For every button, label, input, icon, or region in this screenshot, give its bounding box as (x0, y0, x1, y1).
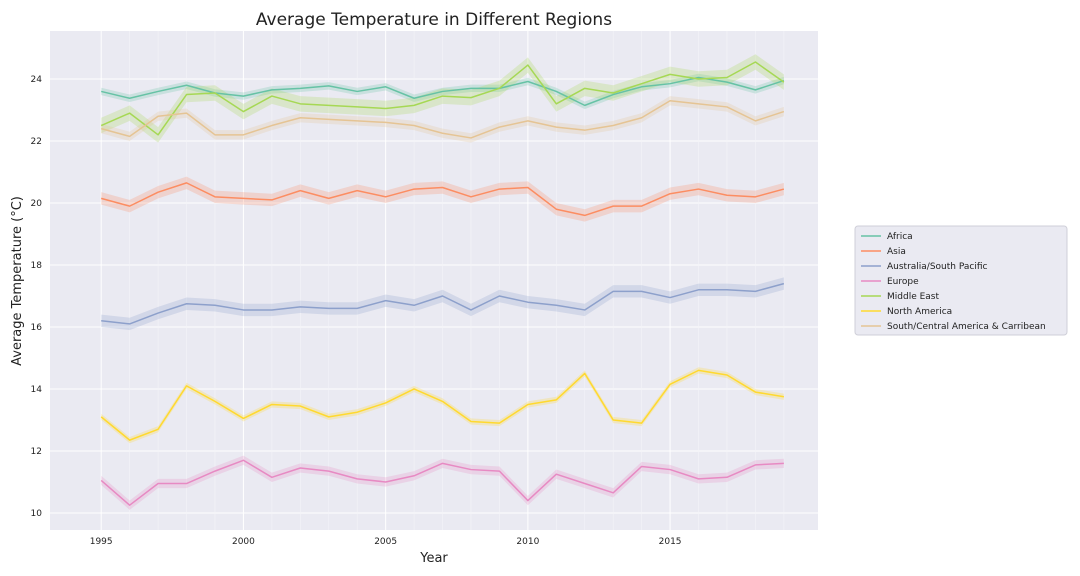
band-middle-east (101, 54, 784, 143)
x-tick-label: 2015 (659, 537, 682, 547)
legend-label-south-central-america-carribean: South/Central America & Carribean (887, 322, 1046, 332)
legend-label-middle-east: Middle East (887, 292, 939, 302)
y-tick-label: 10 (31, 509, 43, 519)
x-tick-label: 2005 (374, 537, 397, 547)
y-tick-label: 20 (31, 199, 43, 209)
legend-label-asia: Asia (887, 247, 906, 257)
band-north-america (101, 367, 784, 444)
y-tick-labels: 10 12 14 16 18 20 22 24 (31, 75, 43, 519)
series-lines (100, 61, 785, 506)
legend-label-australia-south-pacific: Australia/South Pacific (887, 262, 988, 272)
y-tick-label: 18 (31, 261, 43, 271)
line-asia (101, 182, 785, 217)
band-asia (101, 176, 784, 222)
legend-box (854, 225, 1068, 336)
x-axis-title: Year (419, 551, 448, 566)
band-australia-south-pacific (101, 277, 784, 331)
line-australia-south-pacific (101, 282, 785, 325)
x-tick-label: 2010 (516, 537, 539, 547)
y-tick-label: 14 (31, 385, 43, 395)
line-europe (100, 459, 784, 506)
legend-items: Africa Asia Australia/South Pacific Europe M… (861, 232, 1046, 332)
line-south-central-america-carribean (101, 99, 785, 139)
legend: Africa Asia Australia/South Pacific Europe M… (854, 225, 1068, 336)
line-middle-east (100, 61, 785, 136)
legend-label-europe: Europe (887, 277, 919, 287)
y-axis-title: Average Temperature (°C) (10, 196, 25, 366)
x-tick-labels: 1995 2000 2005 2010 2015 (90, 537, 682, 547)
y-tick-label: 22 (31, 137, 42, 147)
y-tick-label: 16 (31, 323, 43, 333)
y-tick-label: 24 (31, 75, 43, 85)
legend-label-north-america: North America (887, 307, 952, 317)
x-tick-label: 2000 (232, 537, 255, 547)
grid (50, 31, 818, 530)
chart-title: Average Temperature in Different Regions (256, 10, 612, 30)
x-tick-label: 1995 (90, 537, 113, 547)
legend-label-africa: Africa (887, 232, 913, 242)
line-north-america (100, 369, 784, 441)
band-europe (101, 455, 784, 510)
y-tick-label: 12 (31, 447, 42, 457)
